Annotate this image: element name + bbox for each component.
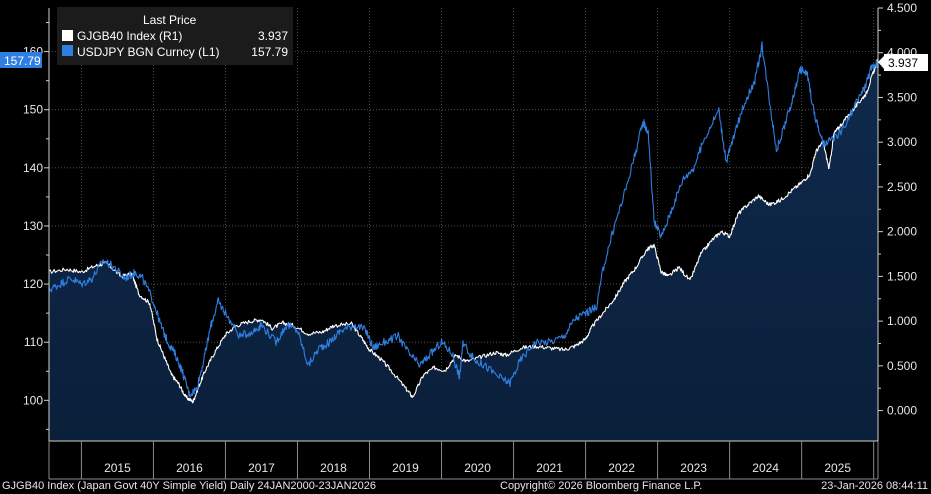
series-lines	[48, 41, 879, 404]
right-axis: 0.000 0.500 1.000 1.500 2.000 2.500 3.000 3.500…	[878, 1, 917, 418]
x-label-2019: 2019	[392, 461, 419, 475]
right-tick-label-3.000: 3.000	[887, 135, 917, 149]
legend-label-gjgb40: GJGB40 Index (R1)	[77, 29, 182, 43]
series-area-0	[49, 58, 878, 442]
right-tick-label-2.000: 2.000	[887, 225, 917, 239]
left-tick-label-110: 110	[24, 335, 43, 349]
x-label-2024: 2024	[752, 461, 779, 475]
footer-copyright: Copyright© 2026 Bloomberg Finance L.P.	[500, 480, 702, 492]
badge-left: 157.79	[0, 52, 42, 68]
footer-timestamp: 23-Jan-2026 08:44:11	[821, 480, 928, 492]
area-layer	[49, 58, 878, 442]
right-tick-label-4.500: 4.500	[887, 1, 917, 15]
badge-right-box	[884, 54, 928, 71]
x-label-2018: 2018	[320, 461, 347, 475]
badge-right: 3.937	[878, 54, 928, 71]
legend-swatch-gjgb40	[62, 30, 73, 41]
footer: GJGB40 Index (Japan Govt 40Y Simple Yiel…	[2, 480, 928, 492]
x-label-2023: 2023	[680, 461, 707, 475]
left-tick-label-120: 120	[23, 277, 43, 291]
right-tick-label-0.500: 0.500	[887, 359, 917, 373]
legend-swatch-usdjpy	[62, 45, 73, 56]
legend-label-usdjpy: USDJPY BGN Curncy (L1)	[77, 45, 219, 59]
left-tick-label-150: 150	[23, 103, 43, 117]
x-axis: 2015 2016 2017 2018 2019 2020 2021 2022 2023 2024…	[80, 441, 875, 479]
legend: Last Price GJGB40 Index (R1) 3.937 USDJP…	[57, 7, 293, 65]
badge-right-arrow	[878, 55, 885, 70]
right-tick-label-3.500: 3.500	[887, 90, 917, 104]
legend-header: Last Price	[143, 13, 197, 27]
legend-box	[57, 7, 293, 65]
right-tick-label-1.500: 1.500	[887, 269, 917, 283]
badge-left-box	[0, 52, 42, 68]
left-tick-label-100: 100	[23, 393, 43, 407]
x-label-2015: 2015	[104, 461, 131, 475]
series-line-1	[48, 41, 879, 398]
right-tick-label-1.000: 1.000	[887, 314, 917, 328]
left-tick-label-130: 130	[23, 219, 43, 233]
x-label-2016: 2016	[176, 461, 203, 475]
x-label-2025: 2025	[824, 461, 851, 475]
right-tick-label-0.000: 0.000	[887, 404, 917, 418]
footer-title: GJGB40 Index (Japan Govt 40Y Simple Yiel…	[2, 480, 376, 492]
x-label-2022: 2022	[608, 461, 635, 475]
legend-value-usdjpy: 157.79	[251, 45, 288, 59]
x-label-2020: 2020	[464, 461, 491, 475]
legend-value-gjgb40: 3.937	[258, 29, 288, 43]
left-tick-label-140: 140	[23, 161, 43, 175]
right-tick-label-2.500: 2.500	[887, 180, 917, 194]
x-label-2021: 2021	[536, 461, 563, 475]
badge-right-text: 3.937	[888, 56, 918, 70]
x-label-2017: 2017	[248, 461, 275, 475]
badge-left-text: 157.79	[4, 54, 41, 68]
series-line-0	[48, 58, 879, 404]
